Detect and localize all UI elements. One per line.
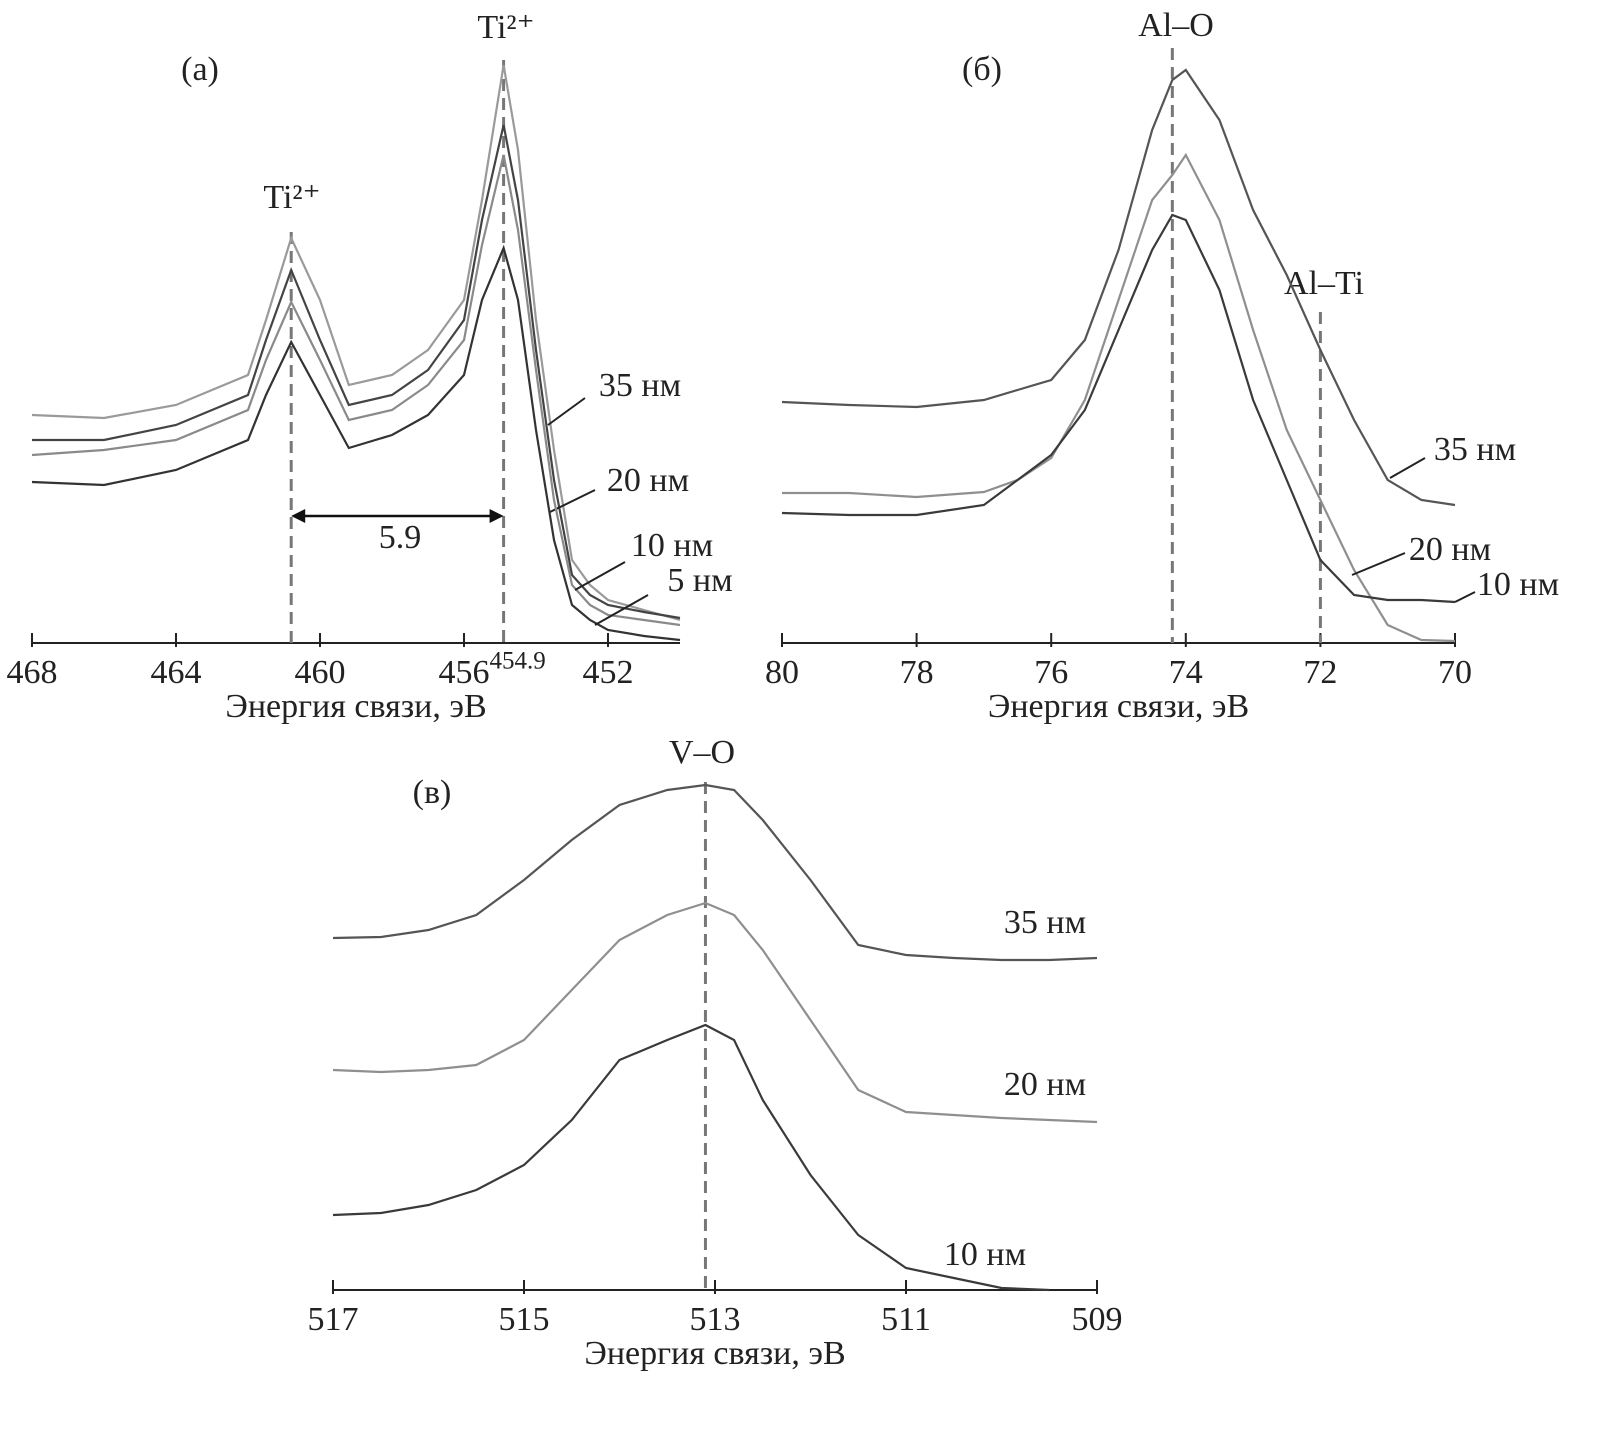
spectrum-line	[32, 124, 681, 620]
spectrum-line	[31, 154, 681, 627]
series-label: 10 нм	[631, 527, 713, 564]
leader-line	[1454, 591, 1476, 603]
panel-label: (а)	[181, 51, 219, 88]
arrow-head	[489, 509, 504, 523]
leader-line	[1389, 457, 1426, 479]
x-tick-label: 70	[1438, 654, 1472, 691]
panel-label: (в)	[413, 774, 452, 811]
series-label: 35 нм	[599, 367, 681, 404]
x-axis-label: Энергия связи, эВ	[988, 688, 1249, 725]
series-label: 35 нм	[1434, 431, 1516, 468]
series-label: 20 нм	[1004, 1066, 1086, 1103]
x-tick-label: 464	[151, 654, 202, 691]
x-tick-label: 468	[7, 654, 58, 691]
x-tick-label: 513	[690, 1301, 741, 1338]
x-tick-label: 515	[499, 1301, 550, 1338]
spectrum-line	[332, 901, 1098, 1124]
marker-label: Al–Ti	[1284, 265, 1364, 302]
spacing-label: 5.9	[379, 519, 422, 556]
marker-label: Ti²⁺	[263, 179, 320, 216]
leader-line	[1351, 552, 1406, 576]
x-tick-label: 456	[439, 654, 490, 691]
series-label: 10 нм	[1477, 566, 1559, 603]
arrow-head	[291, 509, 306, 523]
series-label: 20 нм	[607, 462, 689, 499]
marker-label: Ti²⁺	[477, 9, 534, 46]
panel-label: (б)	[962, 51, 1002, 88]
spectrum-line	[332, 783, 1098, 962]
leader-line	[594, 594, 649, 626]
x-axis-label: Энергия связи, эВ	[225, 688, 486, 725]
series-label: 10 нм	[944, 1236, 1026, 1273]
x-tick-label: 74	[1169, 654, 1203, 691]
series-label: 5 нм	[667, 562, 732, 599]
x-tick-label: 72	[1303, 654, 1337, 691]
x-tick-label: 80	[765, 654, 799, 691]
x-tick-label: 517	[308, 1301, 359, 1338]
leader-line	[547, 397, 586, 426]
marker-value-label: 454.9	[489, 648, 545, 675]
x-tick-label: 76	[1034, 654, 1068, 691]
leader-line	[574, 561, 626, 591]
spectrum-line	[781, 213, 1456, 604]
x-tick-label: 460	[295, 654, 346, 691]
x-tick-label: 78	[900, 654, 934, 691]
spectrum-line	[31, 64, 681, 622]
x-tick-label: 511	[881, 1301, 931, 1338]
x-tick-label: 509	[1072, 1301, 1123, 1338]
x-tick-label: 452	[583, 654, 634, 691]
marker-label: V–O	[669, 734, 735, 771]
series-label: 35 нм	[1004, 904, 1086, 941]
series-label: 20 нм	[1409, 531, 1491, 568]
marker-label: Al–O	[1138, 7, 1214, 44]
x-axis-label: Энергия связи, эВ	[584, 1335, 845, 1372]
spectrum-line	[332, 1023, 1050, 1292]
leader-line	[549, 489, 596, 513]
spectrum-line	[31, 244, 681, 642]
spectrum-line	[782, 152, 1456, 643]
spectrum-line	[781, 68, 1456, 507]
